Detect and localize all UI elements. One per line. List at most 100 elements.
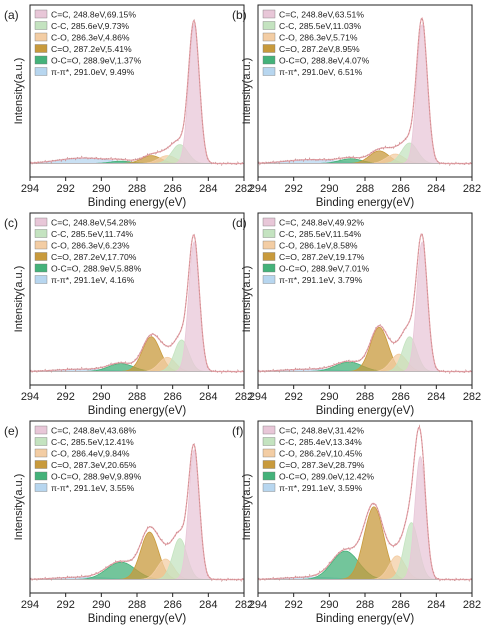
legend-swatch <box>262 483 276 492</box>
y-axis-label: Intensity(a.u.) <box>241 266 253 333</box>
legend-swatch <box>34 217 48 227</box>
raw-data-line <box>30 18 244 167</box>
plot-area <box>258 232 472 375</box>
x-tick-label: 292 <box>56 599 74 611</box>
legend-label: π-π*, 291.1eV, 3.59% <box>279 483 363 493</box>
legend-label: C-O, 286.1eV,8.58% <box>279 241 358 251</box>
x-tick-label: 288 <box>356 391 374 403</box>
legend: C=C, 248.8eV,63.51%C-C, 285.5eV,11.03% C-… <box>262 9 370 77</box>
x-tick-label: 292 <box>284 599 302 611</box>
y-axis-label: Intensity(a.u.) <box>241 58 253 125</box>
legend: C=C, 248.8eV,43.68%C-C, 285.5eV,12.41% C-… <box>34 425 142 493</box>
raw-data-line <box>30 233 244 375</box>
plot-area <box>30 442 244 583</box>
legend-swatch <box>34 425 48 435</box>
x-tick-label: 286 <box>391 391 409 403</box>
legend-swatch <box>34 55 48 65</box>
x-tick-label: 284 <box>427 599 445 611</box>
panel-label: (d) <box>232 216 247 230</box>
legend-swatch <box>262 32 276 42</box>
x-tick-label: 284 <box>199 391 217 403</box>
legend-label: C=O, 287.3eV,28.79% <box>279 460 365 470</box>
raw-data-line <box>258 424 472 583</box>
legend-label: C-O, 286.3eV,6.23% <box>51 241 130 251</box>
raw-data-line <box>258 232 472 375</box>
legend-label: π-π*, 291.1eV, 4.16% <box>51 275 135 285</box>
legend-swatch <box>34 32 48 42</box>
legend-label: C-C, 285.5eV,11.54% <box>279 229 362 239</box>
x-tick-label: 286 <box>163 183 181 195</box>
legend-swatch <box>262 448 276 458</box>
legend-swatch <box>262 425 276 435</box>
x-tick-label: 294 <box>21 183 39 195</box>
panel-label: (e) <box>4 424 19 438</box>
xps-panel-a: 294 292 290 288 286 284 282 Binding energy(eV) I… <box>4 4 253 209</box>
legend-label: C=C, 248.8eV,69.15% <box>51 10 136 20</box>
legend-label: C=O, 287.2eV,17.70% <box>51 252 137 262</box>
raw-data-line <box>30 442 244 583</box>
x-tick-label: 294 <box>21 599 39 611</box>
raw-data-line <box>258 16 472 167</box>
x-axis-label: Binding energy(eV) <box>88 197 187 209</box>
legend-label: O-C=O, 289.0eV,12.42% <box>279 472 374 482</box>
legend-swatch <box>262 67 276 76</box>
x-tick-label: 286 <box>163 599 181 611</box>
x-tick-label: 282 <box>235 599 253 611</box>
legend-swatch <box>34 240 48 250</box>
legend-label: C=C, 248.8eV,49.92% <box>279 218 364 228</box>
legend-label: O-C=O, 288.9eV,9.89% <box>51 472 142 482</box>
x-tick-label: 294 <box>21 391 39 403</box>
panel-label: (f) <box>232 424 243 438</box>
x-axis-label: Binding energy(eV) <box>316 613 415 625</box>
x-tick-label: 292 <box>284 391 302 403</box>
x-tick-label: 284 <box>427 391 445 403</box>
legend-swatch <box>262 263 276 273</box>
legend-label: C-O, 286.3eV,4.86% <box>51 33 130 43</box>
x-tick-label: 288 <box>356 183 374 195</box>
y-axis-label: Intensity(a.u.) <box>13 266 25 333</box>
x-tick-label: 292 <box>56 183 74 195</box>
xps-panel-b: 294 292 290 288 286 284 282 Binding energy(eV) I… <box>232 4 481 209</box>
x-tick-label: 292 <box>56 391 74 403</box>
legend-label: O-C=O, 288.9eV,1.37% <box>51 56 142 66</box>
legend-swatch <box>34 275 48 284</box>
legend-label: O-C=O, 288.9eV,7.01% <box>279 264 370 274</box>
legend-swatch <box>34 483 48 492</box>
x-tick-label: 282 <box>463 599 481 611</box>
legend-swatch <box>262 9 276 19</box>
plot-area <box>258 424 472 583</box>
x-tick-label: 282 <box>463 391 481 403</box>
legend-label: C=O, 287.3eV,20.65% <box>51 460 137 470</box>
x-tick-label: 294 <box>249 183 267 195</box>
legend-swatch <box>262 217 276 227</box>
panel-label: (a) <box>4 8 19 22</box>
legend-label: O-C=O, 288.8eV,4.07% <box>279 56 370 66</box>
xps-panel-c: 294 292 290 288 286 284 282 Binding energy(eV) I… <box>4 212 253 417</box>
xps-panel-d: 294 292 290 288 286 284 282 Binding energy(eV) I… <box>232 212 481 417</box>
x-tick-label: 282 <box>235 391 253 403</box>
x-tick-label: 288 <box>356 599 374 611</box>
x-tick-label: 290 <box>320 391 338 403</box>
legend: C=C, 248.8eV,69.15%C-C, 285.6eV,9.73% C-O… <box>34 10 142 77</box>
legend-label: π-π*, 291.1eV, 3.79% <box>279 275 363 285</box>
legend-label: C=C, 248.8eV,54.28% <box>51 218 136 228</box>
legend-swatch <box>262 471 276 481</box>
x-tick-label: 288 <box>128 599 146 611</box>
peak-c-o-area <box>30 531 244 580</box>
x-tick-label: 286 <box>391 183 409 195</box>
xps-panel-e: 294 292 290 288 286 284 282 Binding energy(eV) I… <box>4 420 253 625</box>
legend-swatch <box>34 44 48 53</box>
legend-label: π-π*, 291.1eV, 3.55% <box>51 483 135 493</box>
legend-swatch <box>34 229 48 238</box>
y-axis-label: Intensity(a.u.) <box>241 474 253 541</box>
legend-label: C=C, 248.8eV,31.42% <box>279 426 364 436</box>
legend-swatch <box>262 252 276 261</box>
x-tick-label: 286 <box>163 391 181 403</box>
legend-label: C-O, 286.4eV,9.84% <box>51 449 130 459</box>
x-tick-label: 282 <box>463 183 481 195</box>
x-axis-label: Binding energy(eV) <box>316 197 415 209</box>
x-tick-label: 286 <box>391 599 409 611</box>
legend-swatch <box>34 67 48 76</box>
